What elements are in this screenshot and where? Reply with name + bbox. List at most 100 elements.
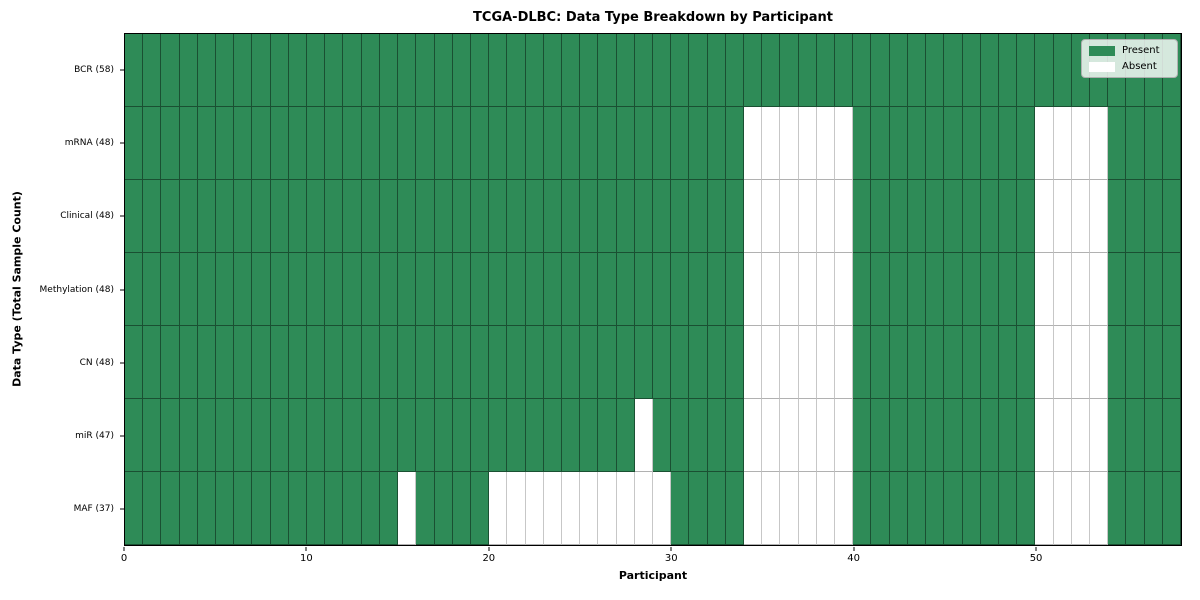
heatmap-cell — [889, 253, 908, 326]
heatmap-cell — [270, 326, 289, 399]
heatmap-cell — [998, 399, 1018, 472]
heatmap-cell — [434, 180, 453, 253]
y-tick-label: mRNA (48) — [64, 137, 114, 148]
heatmap-cell — [489, 253, 508, 326]
heatmap-cell — [525, 180, 544, 253]
heatmap-cell — [1089, 180, 1109, 253]
y-tick-mark — [120, 142, 124, 144]
heatmap-cell — [998, 180, 1018, 253]
heatmap-cell — [1089, 107, 1109, 180]
heatmap-cell — [161, 253, 180, 326]
x-tick-label: 40 — [847, 553, 861, 564]
heatmap-cell — [252, 399, 271, 472]
heatmap-cell — [252, 107, 271, 180]
heatmap-cell — [1053, 253, 1072, 326]
heatmap-cell — [944, 399, 963, 472]
heatmap-cell — [798, 326, 817, 399]
heatmap-cell — [889, 34, 908, 107]
heatmap-cell — [780, 107, 799, 180]
heatmap-cell — [1071, 253, 1090, 326]
heatmap-cell — [652, 180, 672, 253]
heatmap-cell — [197, 253, 217, 326]
heatmap-cell — [125, 326, 144, 399]
heatmap-cell — [470, 472, 490, 545]
heatmap-cell — [744, 180, 763, 253]
heatmap-cell — [816, 399, 836, 472]
heatmap-cell — [179, 253, 198, 326]
heatmap-cell — [689, 326, 708, 399]
heatmap-cell — [343, 399, 362, 472]
heatmap-cell — [634, 472, 653, 545]
heatmap-cell — [1144, 399, 1163, 472]
heatmap-cell — [1108, 472, 1127, 545]
heatmap-cell — [1035, 253, 1054, 326]
heatmap-cell — [489, 180, 508, 253]
heatmap-cell — [288, 326, 308, 399]
heatmap-cell — [489, 326, 508, 399]
heatmap-cell — [744, 34, 763, 107]
heatmap-cell — [598, 326, 617, 399]
heatmap-cell — [234, 180, 253, 253]
heatmap-cell — [1053, 326, 1072, 399]
heatmap-cell — [889, 107, 908, 180]
y-tick-mark — [120, 362, 124, 364]
heatmap-cell — [543, 107, 562, 180]
heatmap-cell — [343, 107, 362, 180]
heatmap-cell — [379, 180, 399, 253]
heatmap-cell — [216, 472, 235, 545]
heatmap-cell — [744, 107, 763, 180]
heatmap-cell — [288, 34, 308, 107]
heatmap-cell — [197, 34, 217, 107]
heatmap-cell — [325, 34, 344, 107]
heatmap-cell — [307, 253, 326, 326]
heatmap-cell — [707, 34, 726, 107]
heatmap-cell — [580, 34, 599, 107]
heatmap-cell — [398, 180, 417, 253]
heatmap-cell — [962, 326, 981, 399]
heatmap-cell — [452, 399, 471, 472]
heatmap-cell — [980, 107, 999, 180]
heatmap-cell — [998, 326, 1018, 399]
heatmap-cell — [161, 34, 180, 107]
heatmap-cell — [944, 34, 963, 107]
heatmap-cell — [907, 34, 927, 107]
heatmap-cell — [234, 107, 253, 180]
heatmap-cell — [416, 472, 435, 545]
heatmap-cell — [307, 107, 326, 180]
heatmap-cell — [980, 472, 999, 545]
heatmap-cell — [561, 472, 581, 545]
heatmap-cell — [944, 180, 963, 253]
heatmap-cell — [398, 253, 417, 326]
heatmap-cell — [1053, 399, 1072, 472]
heatmap-cell — [343, 253, 362, 326]
heatmap-cell — [998, 253, 1018, 326]
heatmap-cell — [197, 107, 217, 180]
heatmap-cell — [926, 253, 945, 326]
y-tick-label: MAF (37) — [73, 504, 114, 515]
heatmap-cell — [671, 472, 690, 545]
heatmap-cell — [725, 180, 745, 253]
heatmap-cell — [671, 253, 690, 326]
heatmap-cell — [944, 472, 963, 545]
heatmap-cell — [525, 472, 544, 545]
heatmap-cell — [652, 472, 672, 545]
present-swatch — [1089, 45, 1115, 56]
heatmap-cell — [871, 34, 890, 107]
heatmap-cell — [561, 34, 581, 107]
heatmap-cell — [561, 253, 581, 326]
heatmap-cell — [889, 326, 908, 399]
heatmap-cell — [926, 472, 945, 545]
heatmap-cell — [634, 107, 653, 180]
heatmap-cell — [634, 253, 653, 326]
heatmap-cell — [1144, 326, 1163, 399]
heatmap-cell — [416, 107, 435, 180]
heatmap-cell — [744, 399, 763, 472]
heatmap-cell — [744, 472, 763, 545]
heatmap-cell — [634, 34, 653, 107]
heatmap-cell — [179, 34, 198, 107]
x-tick-mark — [1035, 547, 1037, 551]
heatmap-cell — [288, 253, 308, 326]
heatmap-cell — [452, 180, 471, 253]
heatmap-cell — [452, 34, 471, 107]
heatmap-cell — [252, 472, 271, 545]
